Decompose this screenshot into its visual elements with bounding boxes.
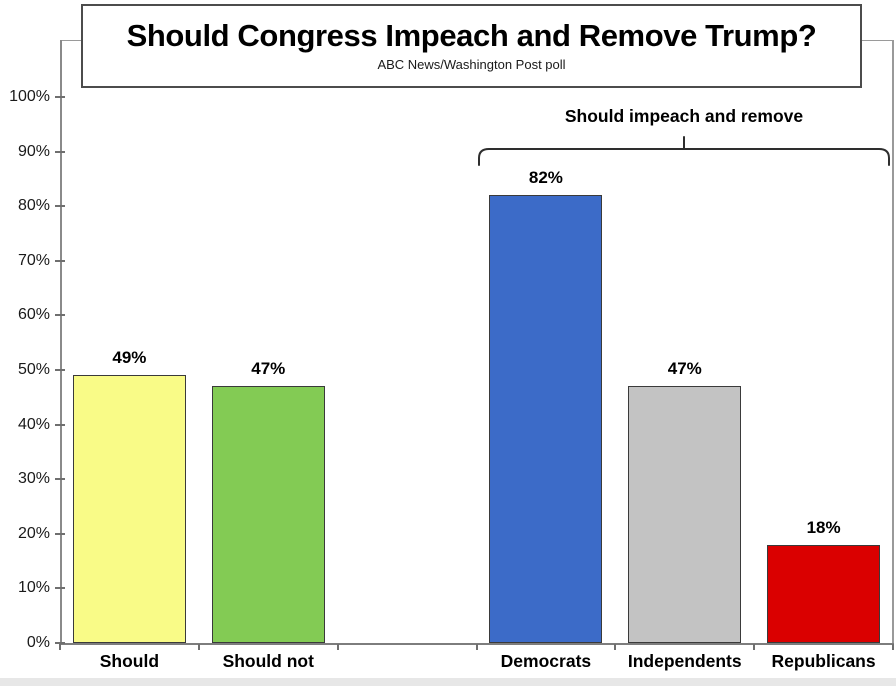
y-tick-label: 30%: [17, 470, 50, 488]
value-label-should: 49%: [112, 348, 147, 368]
x-tick-mark: [475, 644, 478, 650]
y-tick-label: 60%: [17, 306, 50, 324]
bar-should-not: [211, 386, 325, 643]
x-tick-mark: [753, 644, 756, 650]
plot-right-border: [892, 40, 894, 644]
x-tick-mark: [892, 644, 894, 650]
bottom-edge-strip: [0, 678, 896, 686]
y-tick-label: 90%: [17, 142, 50, 160]
bar-should: [72, 375, 186, 643]
bar-republicans: [767, 544, 881, 643]
category-label-independents: Independents: [627, 651, 742, 671]
chart-subtitle: ABC News/Washington Post poll: [377, 57, 566, 72]
y-tick-label: 50%: [17, 361, 50, 378]
y-tick-mark: [55, 369, 65, 371]
bar-democrats: [489, 195, 603, 643]
y-tick-mark: [55, 642, 65, 644]
y-tick-label: 0%: [26, 634, 50, 651]
value-label-democrats: 82%: [528, 168, 563, 188]
y-tick-mark: [55, 478, 65, 481]
y-tick-mark: [55, 259, 65, 262]
y-tick-mark: [55, 423, 65, 426]
y-tick-mark: [55, 205, 65, 208]
annotation-bracket: [478, 136, 890, 166]
y-tick-mark: [55, 150, 65, 153]
x-tick-mark: [614, 644, 617, 650]
y-tick-label: 70%: [17, 251, 50, 269]
category-label-republicans: Republicans: [771, 651, 876, 671]
y-tick-label: 20%: [17, 524, 50, 542]
chart-title: Should Congress Impeach and Remove Trump…: [126, 18, 817, 53]
y-tick-label: 10%: [17, 579, 50, 597]
category-label-democrats: Democrats: [500, 651, 592, 671]
x-tick-mark: [59, 644, 61, 650]
bar-independents: [628, 386, 742, 643]
chart-title-box: Should Congress Impeach and Remove Trump…: [81, 4, 862, 88]
x-tick-mark: [336, 644, 339, 650]
y-tick-label: 40%: [17, 415, 50, 433]
category-label-should-not: Should not: [222, 651, 314, 671]
y-tick-label: 100%: [9, 88, 50, 105]
y-axis-line: [60, 40, 62, 644]
annotation-text: Should impeach and remove: [564, 106, 804, 126]
category-label-should: Should: [99, 651, 160, 671]
value-label-independents: 47%: [667, 359, 702, 379]
y-tick-mark: [55, 96, 65, 98]
value-label-republicans: 18%: [806, 517, 841, 537]
y-tick-mark: [55, 587, 65, 590]
value-label-should-not: 47%: [251, 359, 286, 379]
y-tick-mark: [55, 314, 65, 317]
x-tick-mark: [197, 644, 200, 650]
y-tick-label: 80%: [17, 197, 50, 215]
y-tick-mark: [55, 532, 65, 535]
